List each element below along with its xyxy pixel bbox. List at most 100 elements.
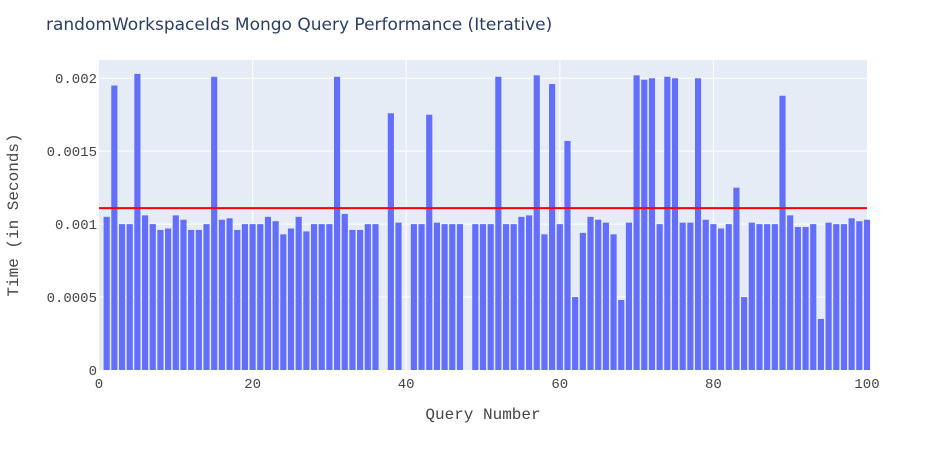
bar[interactable]: [641, 79, 648, 370]
bar[interactable]: [794, 227, 801, 370]
bar[interactable]: [456, 224, 464, 370]
bar[interactable]: [564, 140, 571, 370]
bar[interactable]: [656, 224, 663, 370]
bar[interactable]: [303, 231, 310, 370]
bar[interactable]: [433, 222, 440, 370]
bar[interactable]: [234, 229, 241, 370]
bar[interactable]: [679, 222, 686, 370]
bar[interactable]: [157, 229, 164, 370]
bar[interactable]: [510, 224, 517, 370]
bar[interactable]: [787, 215, 794, 370]
bar[interactable]: [502, 224, 510, 370]
bar[interactable]: [687, 222, 694, 370]
bar[interactable]: [725, 224, 732, 370]
bar[interactable]: [718, 228, 725, 370]
bar[interactable]: [710, 224, 717, 370]
bar[interactable]: [264, 216, 272, 370]
bar[interactable]: [118, 224, 126, 370]
bar[interactable]: [633, 75, 640, 370]
bar[interactable]: [357, 229, 364, 370]
bar[interactable]: [572, 297, 579, 370]
bar[interactable]: [180, 219, 187, 370]
bar[interactable]: [495, 76, 502, 370]
bar[interactable]: [188, 229, 195, 370]
bar[interactable]: [771, 224, 778, 370]
bar[interactable]: [779, 95, 786, 370]
bar[interactable]: [810, 224, 817, 370]
bar[interactable]: [387, 113, 394, 370]
bar[interactable]: [856, 221, 863, 370]
bar[interactable]: [541, 234, 548, 370]
bar[interactable]: [694, 78, 702, 370]
bar[interactable]: [449, 224, 456, 370]
bar[interactable]: [556, 224, 563, 370]
bar[interactable]: [426, 114, 433, 371]
y-tick-label: 0.0015: [47, 145, 97, 161]
bar[interactable]: [487, 224, 494, 370]
bar[interactable]: [111, 85, 118, 370]
bar[interactable]: [241, 224, 248, 370]
bar[interactable]: [671, 78, 679, 370]
bar[interactable]: [272, 221, 279, 370]
bar[interactable]: [825, 222, 832, 370]
bar[interactable]: [226, 218, 233, 370]
bar[interactable]: [280, 234, 287, 370]
bar[interactable]: [318, 224, 325, 370]
bar[interactable]: [142, 215, 149, 370]
bar[interactable]: [287, 228, 295, 370]
x-tick-label: 40: [398, 377, 415, 393]
bar[interactable]: [349, 229, 356, 370]
bar[interactable]: [840, 224, 848, 370]
bar[interactable]: [257, 224, 264, 370]
bar[interactable]: [579, 232, 586, 370]
bar[interactable]: [625, 222, 632, 370]
bar[interactable]: [518, 216, 525, 370]
bar[interactable]: [195, 229, 202, 370]
bar[interactable]: [648, 78, 656, 370]
bar[interactable]: [211, 76, 218, 370]
bar[interactable]: [441, 224, 448, 370]
bar[interactable]: [549, 84, 556, 370]
bar[interactable]: [526, 215, 533, 370]
bar[interactable]: [334, 76, 341, 370]
bar[interactable]: [203, 224, 210, 370]
bar[interactable]: [218, 219, 225, 370]
bar[interactable]: [149, 224, 156, 370]
x-tick-label: 20: [244, 377, 261, 393]
bar[interactable]: [817, 318, 824, 370]
bar[interactable]: [295, 216, 302, 370]
bar[interactable]: [756, 224, 763, 370]
bar[interactable]: [764, 224, 771, 370]
bar[interactable]: [610, 234, 617, 370]
bar[interactable]: [479, 224, 487, 370]
bar[interactable]: [863, 219, 871, 370]
bar[interactable]: [249, 224, 256, 370]
bar[interactable]: [126, 224, 133, 370]
bar[interactable]: [372, 224, 379, 370]
bar[interactable]: [326, 224, 333, 370]
bar[interactable]: [341, 213, 348, 370]
bar[interactable]: [702, 219, 709, 370]
bar[interactable]: [418, 224, 425, 370]
bar[interactable]: [165, 228, 172, 370]
bar[interactable]: [802, 227, 809, 370]
bar[interactable]: [595, 219, 602, 370]
bar[interactable]: [748, 222, 755, 370]
bar[interactable]: [833, 224, 840, 370]
bar[interactable]: [472, 224, 479, 370]
bar[interactable]: [310, 224, 318, 370]
bar[interactable]: [410, 224, 417, 370]
bar[interactable]: [587, 216, 594, 370]
bar[interactable]: [172, 215, 179, 370]
bar[interactable]: [395, 222, 402, 370]
bar[interactable]: [533, 75, 540, 370]
bar[interactable]: [602, 222, 609, 370]
bar[interactable]: [103, 216, 110, 370]
bar[interactable]: [733, 187, 740, 370]
bar[interactable]: [134, 73, 141, 370]
bar[interactable]: [364, 224, 371, 370]
bar[interactable]: [664, 76, 671, 370]
bar[interactable]: [741, 297, 748, 370]
bar[interactable]: [848, 218, 855, 370]
bar[interactable]: [618, 299, 625, 370]
